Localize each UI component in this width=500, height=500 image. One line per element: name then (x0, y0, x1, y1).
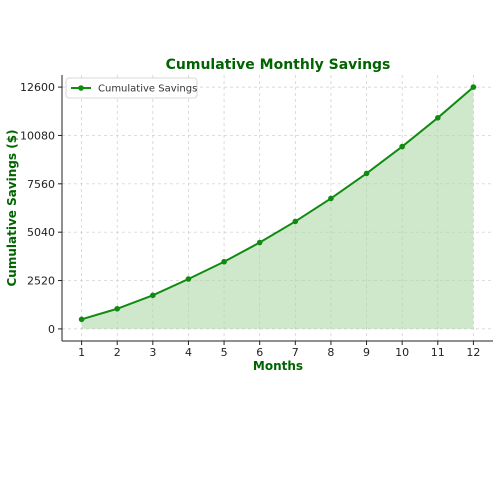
line-layer (78, 84, 477, 323)
x-tick-label: 11 (431, 346, 445, 359)
data-point (114, 305, 121, 312)
y-tick-label: 10080 (20, 129, 55, 142)
y-tick-label: 0 (48, 323, 55, 336)
y-axis-title: Cumulative Savings ($) (5, 129, 19, 286)
data-point (185, 276, 192, 282)
x-tick-label: 5 (221, 346, 228, 359)
x-tick-label: 8 (327, 346, 334, 359)
data-point (292, 218, 299, 225)
legend-box (65, 77, 198, 99)
data-point (363, 170, 370, 177)
x-tick-label: 12 (466, 346, 480, 359)
x-tick-label: 2 (114, 346, 121, 359)
legend: Cumulative Savings (65, 77, 198, 99)
x-tick-label: 1 (78, 346, 85, 359)
x-tick-label: 10 (395, 346, 409, 359)
area-layer (81, 87, 474, 329)
y-tick-label: 5040 (27, 226, 55, 239)
data-point (470, 84, 477, 90)
savings-series-line (81, 86, 475, 321)
x-tick-label: 9 (363, 346, 370, 359)
x-tick-label: 3 (149, 346, 156, 359)
data-point (434, 114, 441, 121)
x-axis-title: Months (253, 359, 303, 373)
data-point (221, 258, 227, 265)
chart-title: Cumulative Monthly Savings (166, 57, 391, 73)
data-point (328, 195, 334, 202)
legend-label: Cumulative Savings (98, 84, 197, 95)
data-point (78, 316, 85, 323)
legend-marker (78, 85, 84, 91)
x-tick-label: 4 (185, 346, 192, 359)
x-tick-label: 6 (256, 346, 263, 359)
y-tick-label: 2520 (27, 275, 55, 288)
y-tick-label: 7560 (27, 178, 55, 191)
y-tick-label: 12600 (20, 81, 55, 94)
data-point (399, 143, 405, 150)
data-point (256, 239, 263, 246)
axes-layer (61, 75, 493, 342)
savings-area-fill (81, 87, 474, 329)
x-tick-label: 7 (292, 346, 299, 359)
data-point (150, 292, 156, 299)
